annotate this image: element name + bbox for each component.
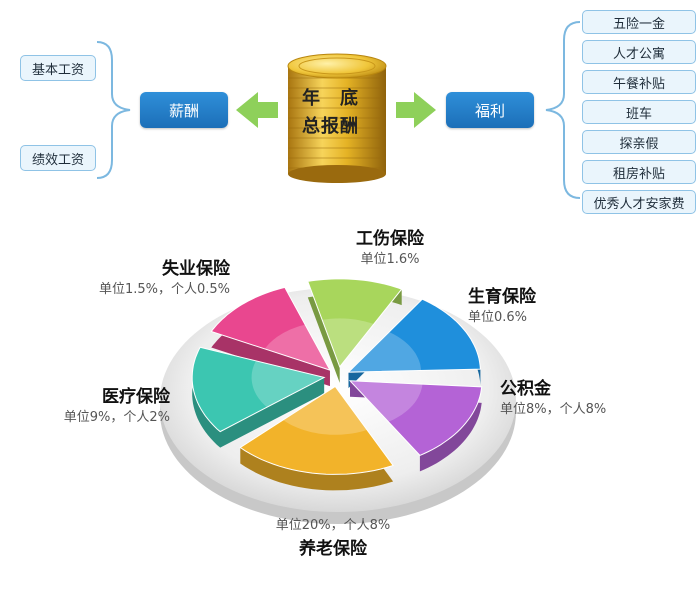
welfare-item-settlement-fee: 优秀人才安家费	[582, 190, 696, 214]
welfare-item-social-insurance: 五险一金	[582, 10, 696, 34]
slice-maternity	[347, 298, 481, 389]
welfare-item-talent-apartment: 人才公寓	[582, 40, 696, 64]
slice-name: 工伤保险	[356, 229, 424, 249]
slice-rate: 单位0.6%	[468, 310, 528, 325]
slice-rate: 单位1.6%	[360, 252, 420, 267]
coin-stack-icon	[287, 53, 387, 183]
slice-unemployment	[210, 286, 332, 387]
salary-item-performance-pay: 绩效工资	[20, 145, 96, 171]
slice-work-injury	[307, 278, 403, 383]
welfare-item-rent-subsidy: 租房补贴	[582, 160, 696, 184]
salary-brace-icon	[96, 41, 131, 179]
welfare-item-shuttle-bus: 班车	[582, 100, 696, 124]
slice-housing-fund	[348, 380, 483, 472]
slice-pension	[239, 385, 394, 491]
slice-rate: 单位20%，个人8%	[275, 518, 391, 533]
slice-name: 公积金	[500, 379, 551, 399]
slice-rate: 单位1.5%，个人0.5%	[98, 282, 230, 297]
left-arrow-icon	[236, 92, 278, 128]
slice-name: 失业保险	[162, 259, 230, 279]
slice-rate: 单位9%，个人2%	[63, 410, 170, 425]
right-arrow-icon	[396, 92, 436, 128]
pie-label-maternity: 生育保险 单位0.6%	[468, 286, 536, 328]
slice-name: 医疗保险	[102, 387, 170, 407]
salary-item-base-pay: 基本工资	[20, 55, 96, 81]
welfare-item-family-leave: 探亲假	[582, 130, 696, 154]
pie-label-housing-fund: 公积金 单位8%，个人8%	[500, 378, 606, 420]
center-title-line1: 年 底	[302, 88, 359, 109]
pie-label-unemployment: 失业保险 单位1.5%，个人0.5%	[60, 258, 230, 300]
slice-medical	[191, 346, 326, 448]
center-title-line2: 总报酬	[302, 116, 359, 137]
welfare-box: 福利	[446, 92, 534, 128]
welfare-brace-icon	[545, 21, 581, 199]
pie-chart	[191, 278, 483, 491]
pie-label-work-injury: 工伤保险 单位1.6%	[356, 228, 424, 270]
welfare-item-lunch-subsidy: 午餐补贴	[582, 70, 696, 94]
slice-name: 养老保险	[299, 539, 367, 559]
slice-rate: 单位8%，个人8%	[500, 402, 607, 417]
pie-label-medical: 医疗保险 单位9%，个人2%	[20, 386, 170, 428]
salary-box: 薪酬	[140, 92, 228, 128]
slice-name: 生育保险	[468, 287, 536, 307]
pie-label-pension: 单位20%，个人8% 养老保险	[258, 516, 408, 560]
